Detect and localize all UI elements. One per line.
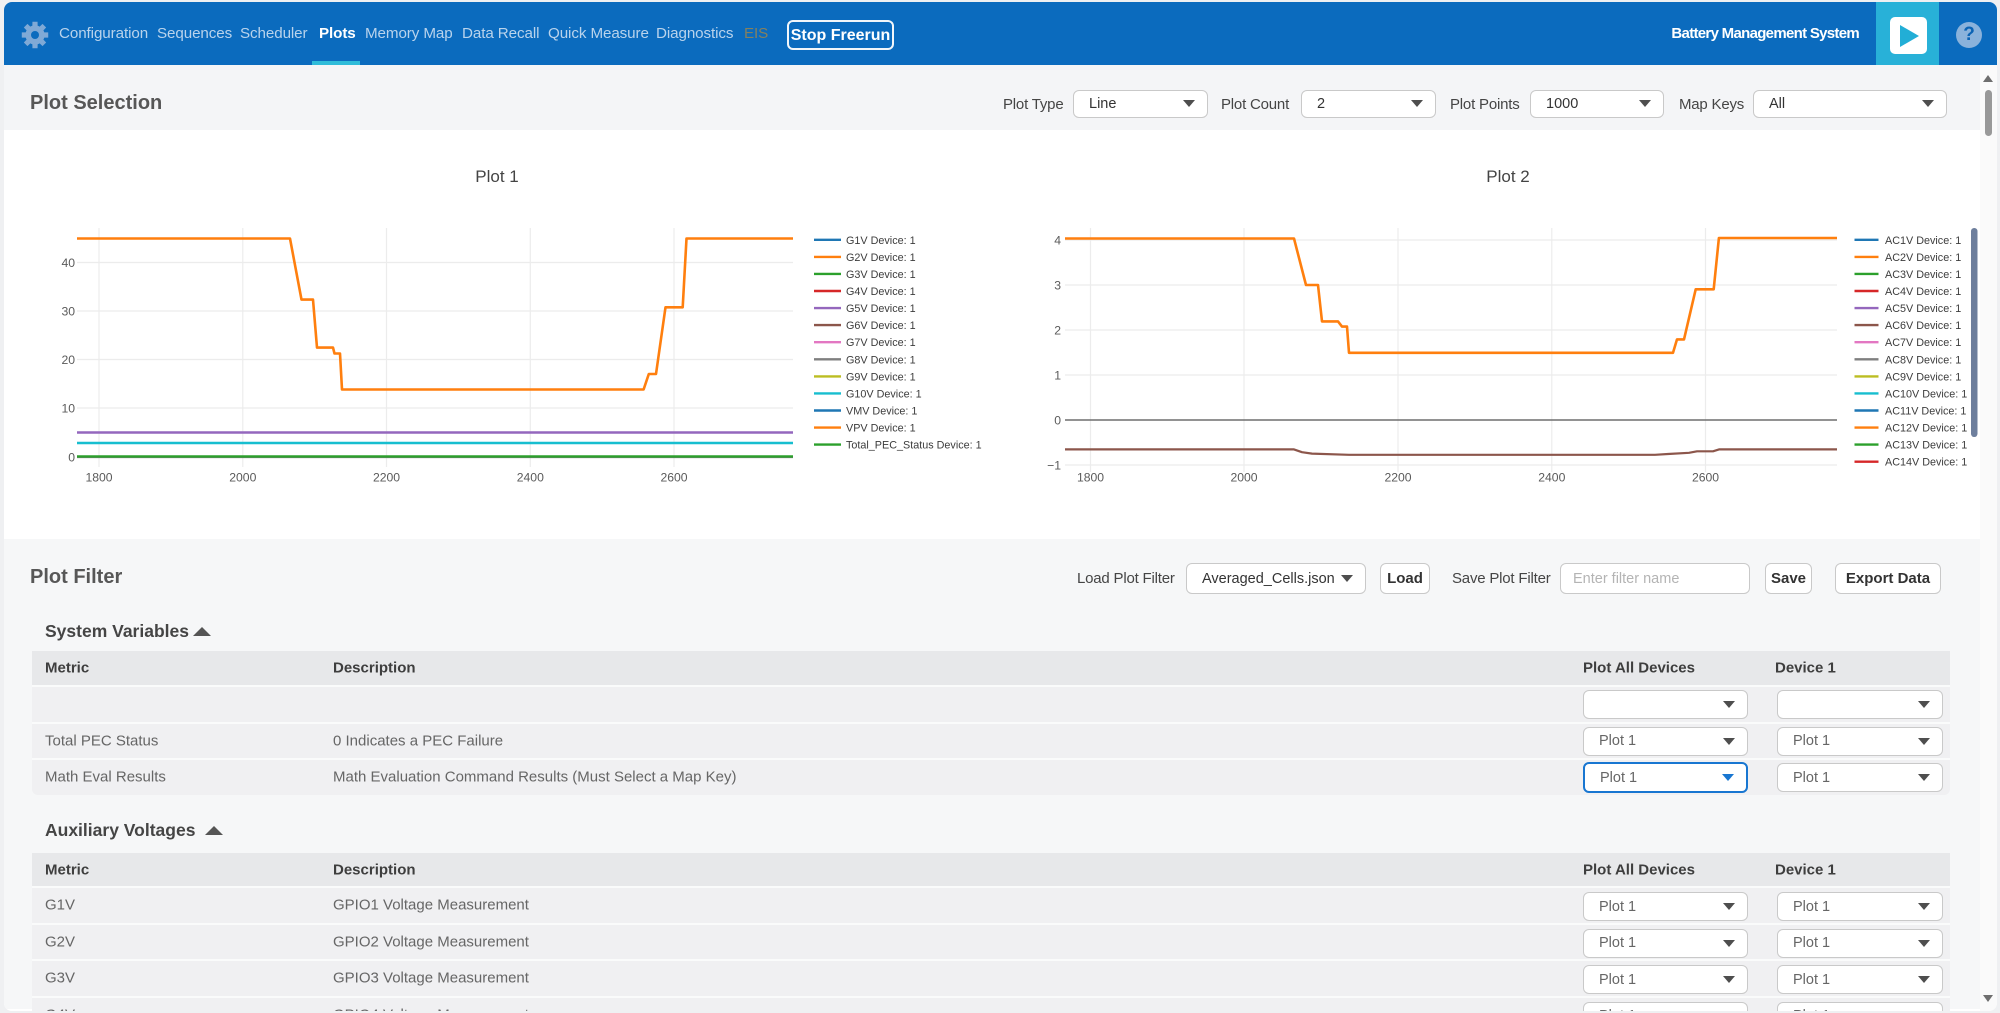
svg-text:AC13V Device: 1: AC13V Device: 1 — [1885, 440, 1967, 452]
svg-text:G4V Device: 1: G4V Device: 1 — [846, 286, 916, 298]
svg-text:Total_PEC_Status Device: 1: Total_PEC_Status Device: 1 — [846, 440, 982, 452]
svg-text:0: 0 — [68, 450, 75, 464]
svg-text:AC5V Device: 1: AC5V Device: 1 — [1885, 303, 1961, 315]
svg-text:AC2V Device: 1: AC2V Device: 1 — [1885, 252, 1961, 264]
svg-text:AC14V Device: 1: AC14V Device: 1 — [1885, 457, 1967, 469]
svg-text:AC8V Device: 1: AC8V Device: 1 — [1885, 354, 1961, 366]
svg-text:0: 0 — [1054, 414, 1061, 428]
svg-text:G8V Device: 1: G8V Device: 1 — [846, 354, 916, 366]
svg-text:2: 2 — [1054, 324, 1061, 338]
svg-text:G9V Device: 1: G9V Device: 1 — [846, 371, 916, 383]
svg-text:1: 1 — [1054, 369, 1061, 383]
svg-text:AC3V Device: 1: AC3V Device: 1 — [1885, 269, 1961, 281]
svg-text:2400: 2400 — [1538, 471, 1565, 485]
svg-text:1800: 1800 — [85, 471, 112, 485]
svg-text:AC7V Device: 1: AC7V Device: 1 — [1885, 337, 1961, 349]
svg-text:2000: 2000 — [229, 471, 256, 485]
svg-text:Plot 2: Plot 2 — [1486, 167, 1529, 186]
svg-text:1800: 1800 — [1077, 471, 1104, 485]
svg-text:2400: 2400 — [517, 471, 544, 485]
svg-text:30: 30 — [61, 305, 75, 319]
svg-text:20: 20 — [61, 353, 75, 367]
svg-text:AC4V Device: 1: AC4V Device: 1 — [1885, 286, 1961, 298]
svg-text:AC12V Device: 1: AC12V Device: 1 — [1885, 423, 1967, 435]
svg-text:AC1V Device: 1: AC1V Device: 1 — [1885, 235, 1961, 247]
svg-text:4: 4 — [1054, 234, 1061, 248]
svg-text:3: 3 — [1054, 279, 1061, 293]
svg-text:2600: 2600 — [1692, 471, 1719, 485]
svg-text:Plot 1: Plot 1 — [475, 167, 518, 186]
svg-text:VMV Device: 1: VMV Device: 1 — [846, 406, 917, 418]
svg-text:2200: 2200 — [373, 471, 400, 485]
svg-text:AC10V Device: 1: AC10V Device: 1 — [1885, 388, 1967, 400]
svg-text:AC9V Device: 1: AC9V Device: 1 — [1885, 371, 1961, 383]
svg-text:10: 10 — [61, 402, 75, 416]
svg-text:2600: 2600 — [660, 471, 687, 485]
svg-text:VPV Device: 1: VPV Device: 1 — [846, 423, 916, 435]
svg-text:G7V Device: 1: G7V Device: 1 — [846, 337, 916, 349]
svg-text:−1: −1 — [1047, 459, 1061, 473]
svg-text:G1V Device: 1: G1V Device: 1 — [846, 235, 916, 247]
svg-text:G5V Device: 1: G5V Device: 1 — [846, 303, 916, 315]
svg-text:AC6V Device: 1: AC6V Device: 1 — [1885, 320, 1961, 332]
svg-text:G6V Device: 1: G6V Device: 1 — [846, 320, 916, 332]
svg-text:2200: 2200 — [1384, 471, 1411, 485]
svg-text:G2V Device: 1: G2V Device: 1 — [846, 252, 916, 264]
svg-text:40: 40 — [61, 256, 75, 270]
svg-text:G3V Device: 1: G3V Device: 1 — [846, 269, 916, 281]
svg-text:AC11V Device: 1: AC11V Device: 1 — [1885, 406, 1966, 418]
svg-text:G10V Device: 1: G10V Device: 1 — [846, 388, 922, 400]
svg-text:2000: 2000 — [1230, 471, 1257, 485]
